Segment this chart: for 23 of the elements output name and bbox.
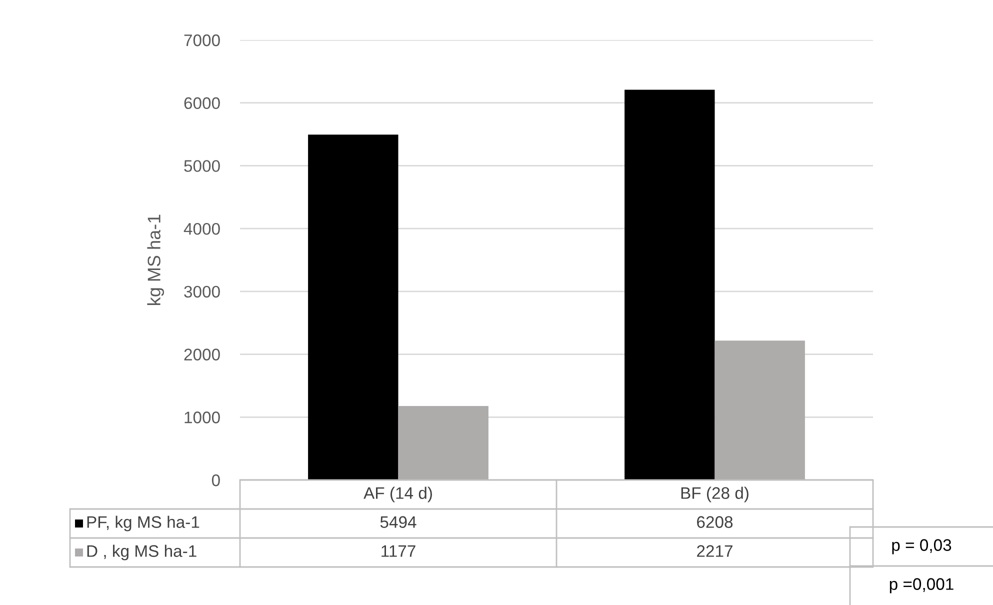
text: p = 0,03 xyxy=(892,539,952,554)
y-tick-label: 6000 xyxy=(184,97,220,110)
x-tick-label: AF (14 d) xyxy=(364,486,432,502)
y-tick-label: 1000 xyxy=(184,412,220,424)
data-label: 2217 xyxy=(697,545,732,557)
y-axis-title: kg MS ha-1 xyxy=(147,214,164,305)
y-tick-label: 2000 xyxy=(184,348,220,360)
bar xyxy=(308,134,398,480)
bar xyxy=(624,90,715,480)
y-tick-label: 0 xyxy=(212,474,220,486)
x-tick-label: BF (28 d) xyxy=(681,486,748,502)
y-tick-label: 7000 xyxy=(184,34,220,46)
bar xyxy=(714,340,805,480)
data-label: 5494 xyxy=(380,516,416,528)
y-tick-label: 5000 xyxy=(184,160,220,172)
data-label: 1177 xyxy=(382,545,416,557)
legend-label: D , kg MS ha-1 xyxy=(87,544,196,560)
legend-label: PF, kg MS ha-1 xyxy=(87,516,200,532)
y-tick-label: 4000 xyxy=(184,222,220,235)
text: p =0,001 xyxy=(890,578,954,594)
data-label: 6208 xyxy=(697,516,733,528)
bar xyxy=(398,406,488,480)
y-tick-label: 3000 xyxy=(184,286,220,298)
